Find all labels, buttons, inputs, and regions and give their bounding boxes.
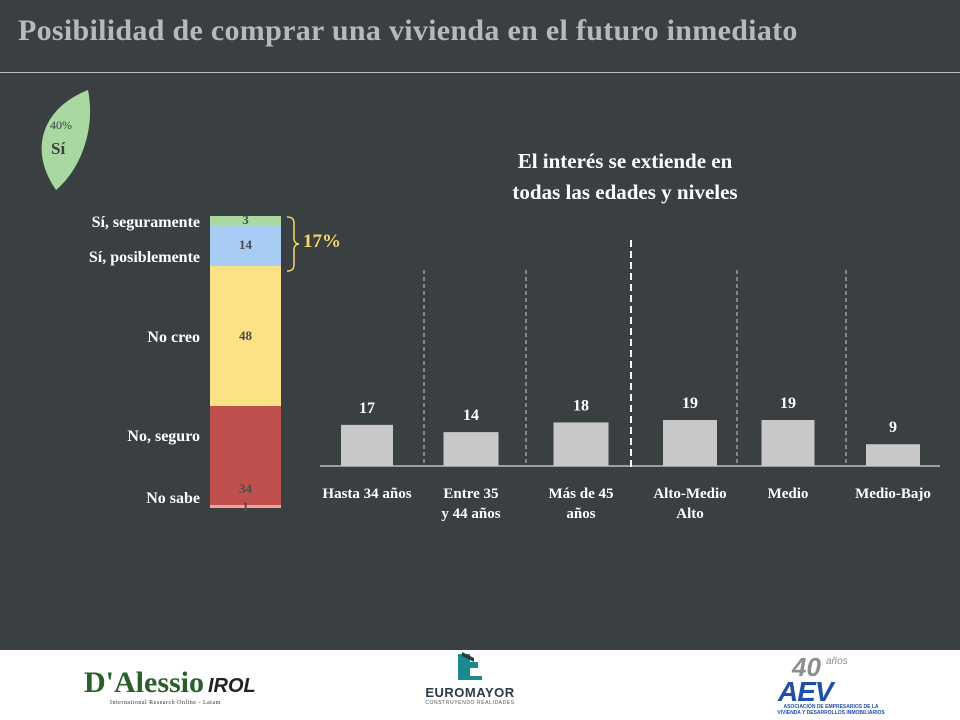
subtitle-line-1: El interés se extiende en: [517, 149, 733, 173]
euromayor-icon: [458, 652, 482, 680]
stack-category-label: No, seguro: [127, 428, 200, 445]
x-tick-label: Más de 45: [549, 486, 614, 502]
stack-category-label: Sí, seguramente: [91, 214, 200, 231]
leaf-shape: [41, 90, 91, 190]
title-divider: [0, 72, 960, 73]
bar: [663, 420, 717, 466]
stack-segment: 14: [210, 224, 281, 266]
stack-segment: 34: [210, 405, 281, 506]
bracket-icon: [286, 216, 300, 272]
bar-value-label: 9: [889, 419, 897, 436]
leaf-label: Sí: [51, 139, 66, 158]
x-tick-label: Hasta 34 años: [322, 486, 411, 502]
stack-segment: 1: [210, 499, 281, 514]
stack-category-label: No sabe: [146, 490, 200, 507]
bar: [341, 424, 393, 466]
stacked-bar: 3 14 48 34 1: [210, 212, 281, 514]
stack-category-label: No creo: [147, 329, 200, 346]
x-tick-label: y 44 años: [441, 506, 500, 522]
stack-segment: 3: [210, 212, 281, 227]
bar-value-label: 19: [780, 395, 796, 412]
euromayor-tagline: CONSTRUYENDO REALIDADES: [425, 700, 515, 706]
euromayor-logo: EUROMAYOR CONSTRUYENDO REALIDADES: [420, 650, 520, 706]
euromayor-brand: EUROMAYOR: [425, 685, 515, 700]
stack-category-label: Sí, posiblemente: [88, 249, 200, 266]
segment-bar-chart: 17 Hasta 34 años 14 Entre 35 y 44 años 18 Más …: [320, 240, 940, 522]
bar-value-label: 18: [573, 397, 589, 414]
aev-tagline: ASOCIACIÓN DE EMPRESARIOS DE LA VIVIENDA…: [777, 704, 885, 716]
chart-subtitle: El interés se extiende en todas las edad…: [445, 146, 805, 208]
bar: [866, 444, 920, 466]
x-tick-label: años: [566, 506, 595, 522]
x-tick-label: Medio: [768, 486, 809, 502]
subtitle-line-2: todas las edades y niveles: [512, 180, 738, 204]
summary-value: 17%: [303, 231, 341, 252]
bar: [443, 432, 499, 466]
dalessio-suffix: IROL: [208, 675, 256, 697]
x-tick-label: Entre 35: [443, 486, 498, 502]
bar-value-label: 14: [463, 407, 479, 424]
x-tick-label: Alto-Medio: [653, 486, 726, 502]
leaf-percent: 40%: [50, 118, 72, 132]
stack-segment: 48: [210, 265, 281, 406]
footer: D'Alessio IROL International Research Onl…: [0, 650, 960, 720]
dalessio-brand: D'Alessio: [84, 666, 204, 699]
bar-value-label: 17: [359, 400, 375, 417]
bar: [761, 420, 815, 466]
x-tick-label: Medio-Bajo: [855, 486, 931, 502]
bar: [553, 422, 609, 466]
aev-suffix: años: [826, 656, 848, 667]
aev-number: 40: [792, 652, 821, 682]
aev-brand: AEV: [778, 676, 834, 707]
bar-value-label: 19: [682, 395, 698, 412]
dalessio-tagline: International Research Online - Latam: [110, 700, 221, 706]
dalessio-logo: D'Alessio IROL International Research Onl…: [84, 666, 256, 706]
page-title: Posibilidad de comprar una vivienda en e…: [18, 14, 798, 47]
x-tick-label: Alto: [676, 506, 704, 522]
